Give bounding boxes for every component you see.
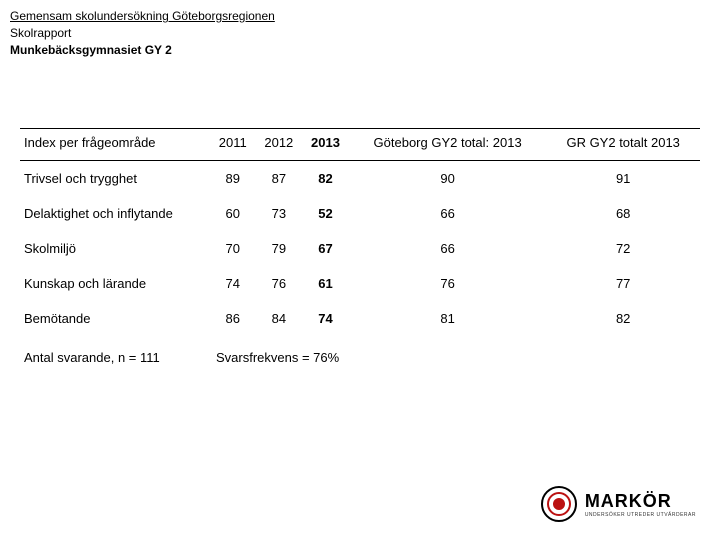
cell: 76 (349, 266, 547, 301)
cell: 66 (349, 196, 547, 231)
cell: 74 (210, 266, 255, 301)
logo-text: MARKÖR UNDERSÖKER UTREDER UTVÄRDERAR (585, 491, 696, 518)
cell: 89 (210, 161, 255, 197)
table-row: Skolmiljö 70 79 67 66 72 (20, 231, 700, 266)
col-2013: 2013 (302, 129, 349, 161)
cell: 91 (546, 161, 700, 197)
col-2011: 2011 (210, 129, 255, 161)
cell: 90 (349, 161, 547, 197)
col-gr: GR GY2 totalt 2013 (546, 129, 700, 161)
table-body: Trivsel och trygghet 89 87 82 90 91 Dela… (20, 161, 700, 376)
cell: 61 (302, 266, 349, 301)
cell: 81 (349, 301, 547, 336)
markor-logo: MARKÖR UNDERSÖKER UTREDER UTVÄRDERAR (541, 486, 696, 522)
header-line-1: Gemensam skolundersökning Göteborgsregio… (10, 8, 710, 25)
header: Gemensam skolundersökning Göteborgsregio… (0, 0, 720, 58)
cell: 73 (255, 196, 302, 231)
row-label: Kunskap och lärande (20, 266, 210, 301)
col-gbg: Göteborg GY2 total: 2013 (349, 129, 547, 161)
cell: 68 (546, 196, 700, 231)
table-footer-row: Antal svarande, n = 111 Svarsfrekvens = … (20, 336, 700, 375)
cell: 70 (210, 231, 255, 266)
logo-brand: MARKÖR (585, 491, 696, 512)
cell: 76 (255, 266, 302, 301)
cell: 67 (302, 231, 349, 266)
target-icon (541, 486, 577, 522)
table-row: Kunskap och lärande 74 76 61 76 77 (20, 266, 700, 301)
cell: 60 (210, 196, 255, 231)
index-table: Index per frågeområde 2011 2012 2013 Göt… (20, 128, 700, 375)
table-row: Bemötande 86 84 74 81 82 (20, 301, 700, 336)
cell: 66 (349, 231, 547, 266)
col-2012: 2012 (255, 129, 302, 161)
logo-tagline: UNDERSÖKER UTREDER UTVÄRDERAR (585, 512, 696, 518)
header-line-2: Skolrapport (10, 25, 710, 42)
row-label: Delaktighet och inflytande (20, 196, 210, 231)
header-line-3: Munkebäcksgymnasiet GY 2 (10, 42, 710, 59)
cell: 84 (255, 301, 302, 336)
col-label: Index per frågeområde (20, 129, 210, 161)
row-label: Bemötande (20, 301, 210, 336)
table-header-row: Index per frågeområde 2011 2012 2013 Göt… (20, 129, 700, 161)
respondents: Antal svarande, n = 111 (20, 336, 210, 375)
index-table-wrap: Index per frågeområde 2011 2012 2013 Göt… (20, 128, 700, 375)
cell: 82 (302, 161, 349, 197)
cell: 86 (210, 301, 255, 336)
cell: 72 (546, 231, 700, 266)
cell: 79 (255, 231, 302, 266)
row-label: Skolmiljö (20, 231, 210, 266)
response-rate: Svarsfrekvens = 76% (210, 336, 700, 375)
cell: 52 (302, 196, 349, 231)
cell: 82 (546, 301, 700, 336)
cell: 74 (302, 301, 349, 336)
table-row: Trivsel och trygghet 89 87 82 90 91 (20, 161, 700, 197)
cell: 87 (255, 161, 302, 197)
table-row: Delaktighet och inflytande 60 73 52 66 6… (20, 196, 700, 231)
row-label: Trivsel och trygghet (20, 161, 210, 197)
cell: 77 (546, 266, 700, 301)
